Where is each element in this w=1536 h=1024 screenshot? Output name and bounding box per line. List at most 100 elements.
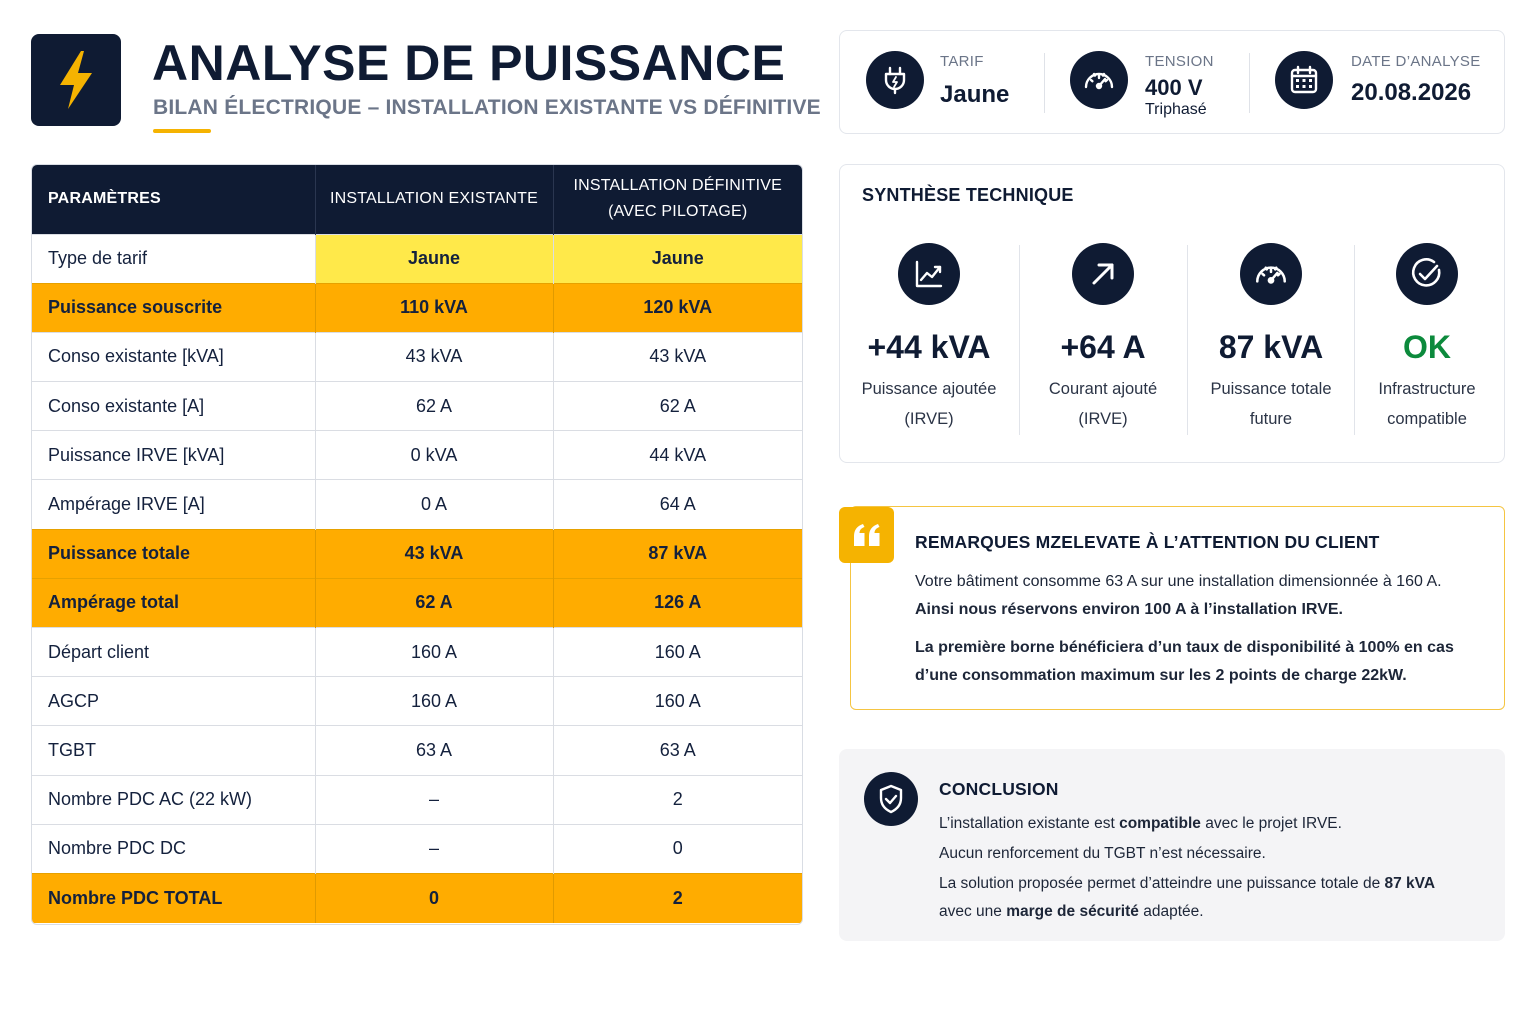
- existing-value-cell: –: [315, 823, 554, 874]
- final-value-cell: 43 kVA: [553, 331, 802, 382]
- table-row: Ampérage total 62 A 126 A: [32, 577, 802, 628]
- existing-value-cell: 62 A: [315, 381, 554, 431]
- remarks-line: d’une consommation maximum sur les 2 poi…: [915, 667, 1407, 684]
- divider: [1019, 245, 1020, 435]
- remarks-line: Ainsi nous réservons environ 100 A à l’i…: [915, 601, 1343, 618]
- param-cell: Nombre PDC AC (22 kW): [32, 774, 316, 825]
- table-row: Départ client 160 A 160 A: [32, 626, 802, 677]
- conclusion-emphasis: 87 kVA: [1384, 875, 1436, 892]
- final-value-cell: Jaune: [553, 233, 802, 284]
- col-header-definitive-line1: INSTALLATION DÉFINITIVE: [573, 177, 782, 195]
- metric-power-added: +44 kVA Puissance ajoutée (IRVE): [850, 243, 1008, 434]
- final-value-cell: 0: [553, 823, 802, 874]
- metric-label: Puissance totale future: [1192, 374, 1350, 434]
- existing-value-cell: 0 kVA: [315, 430, 554, 480]
- col-header-definitive: INSTALLATION DÉFINITIVE (AVEC PILOTAGE): [553, 165, 802, 234]
- metric-label-line1: Courant ajouté: [1048, 380, 1158, 398]
- param-cell: Conso existante [kVA]: [32, 331, 316, 382]
- conclusion-line-2: Aucun renforcement du TGBT n’est nécessa…: [939, 845, 1266, 862]
- conclusion-box: [839, 749, 1505, 941]
- date-value: 20.08.2026: [1351, 79, 1472, 106]
- gauge-icon: [1070, 51, 1128, 109]
- power-table: PARAMÈTRES INSTALLATION EXISTANTE INSTAL…: [31, 164, 803, 925]
- table-row: TGBT 63 A 63 A: [32, 725, 802, 776]
- metric-label-line1: Puissance totale: [1210, 380, 1332, 398]
- info-date: DATE D’ANALYSE 20.08.2026: [1250, 31, 1505, 135]
- col-header-parametres: PARAMÈTRES: [32, 165, 316, 234]
- tension-label: TENSION: [1145, 53, 1214, 70]
- divider: [1044, 53, 1045, 113]
- remarks-line: La première borne bénéficiera d’un taux …: [915, 639, 1454, 656]
- metric-label: Infrastructure compatible: [1352, 374, 1502, 434]
- check-circle-icon: [1396, 243, 1458, 305]
- gauge-icon: [1240, 243, 1302, 305]
- metric-label-line2: (IRVE): [904, 410, 954, 428]
- conclusion-line-1: L’installation existante est compatible …: [939, 815, 1342, 833]
- param-cell: Puissance IRVE [kVA]: [32, 430, 316, 480]
- existing-value-cell: 110 kVA: [315, 282, 554, 333]
- remarks-paragraph-1: Votre bâtiment consomme 63 A sur une ins…: [915, 568, 1442, 624]
- metric-value: +44 kVA: [867, 329, 991, 365]
- conclusion-emphasis: marge de sécurité: [1006, 903, 1139, 920]
- calendar-icon: [1275, 51, 1333, 109]
- page-title: ANALYSE DE PUISSANCE: [152, 35, 786, 91]
- metric-label-line2: future: [1249, 410, 1293, 428]
- table-row: Puissance IRVE [kVA] 0 kVA 44 kVA: [32, 430, 802, 480]
- remarks-box: [850, 506, 1505, 710]
- existing-value-cell: 43 kVA: [315, 331, 554, 382]
- conclusion-text: avec le projet IRVE.: [1200, 815, 1342, 832]
- title-underline: [153, 129, 211, 133]
- metric-label-line1: Puissance ajoutée: [861, 380, 997, 398]
- date-label: DATE D’ANALYSE: [1351, 53, 1481, 70]
- conclusion-text: adaptée.: [1138, 903, 1204, 920]
- final-value-cell: 126 A: [553, 577, 802, 628]
- remarks-paragraph-2: La première borne bénéficiera d’un taux …: [915, 634, 1454, 690]
- existing-value-cell: 43 kVA: [315, 528, 554, 579]
- conclusion-text: avec une: [939, 903, 1007, 920]
- table-row: Conso existante [A] 62 A 62 A: [32, 381, 802, 431]
- final-value-cell: 63 A: [553, 725, 802, 776]
- remarks-title: REMARQUES MZELEVATE À L’ATTENTION DU CLI…: [915, 532, 1380, 552]
- tension-value: 400 V: [1145, 75, 1203, 100]
- table-row: Nombre PDC AC (22 kW) –2: [32, 774, 802, 825]
- table-header-row: PARAMÈTRES INSTALLATION EXISTANTE INSTAL…: [32, 165, 802, 234]
- metric-label: Puissance ajoutée (IRVE): [850, 374, 1008, 434]
- final-value-cell: 87 kVA: [553, 528, 802, 579]
- param-cell: Ampérage total: [32, 577, 316, 628]
- conclusion-line-3: La solution proposée permet d’atteindre …: [939, 875, 1435, 893]
- conclusion-text: L’installation existante est: [939, 815, 1120, 832]
- divider: [1187, 245, 1188, 435]
- metric-label: Courant ajouté (IRVE): [1024, 374, 1182, 434]
- info-card: TARIF Jaune TENSION 400 V Triphasé: [839, 30, 1505, 134]
- existing-value-cell: 0: [315, 872, 554, 923]
- metric-value: 87 kVA: [1218, 329, 1324, 365]
- table-row: Puissance totale 43 kVA 87 kVA: [32, 528, 802, 579]
- final-value-cell: 2: [553, 774, 802, 825]
- metric-label-line2: compatible: [1387, 410, 1467, 428]
- param-cell: Puissance souscrite: [32, 282, 316, 333]
- final-value-cell: 64 A: [553, 479, 802, 530]
- info-tension: TENSION 400 V Triphasé: [1045, 31, 1250, 135]
- table-row: Nombre PDC DC –0: [32, 823, 802, 874]
- conclusion-line-4: avec une marge de sécurité adaptée.: [939, 903, 1204, 921]
- table-row: Puissance souscrite 110 kVA 120 kVA: [32, 282, 802, 333]
- final-value-cell: 160 A: [553, 626, 802, 677]
- info-tarif: TARIF Jaune: [840, 31, 1040, 135]
- final-value-cell: 2: [553, 872, 802, 923]
- col-header-existante: INSTALLATION EXISTANTE: [315, 165, 554, 234]
- param-cell: TGBT: [32, 725, 316, 776]
- trend-chart-icon: [898, 243, 960, 305]
- conclusion-title: CONCLUSION: [939, 779, 1059, 799]
- metric-value: +64 A: [1060, 329, 1146, 365]
- final-value-cell: 62 A: [553, 381, 802, 431]
- existing-value-cell: 62 A: [315, 577, 554, 628]
- plug-icon: [866, 51, 924, 109]
- metric-total-power: 87 kVA Puissance totale future: [1192, 243, 1350, 434]
- synthesis-title: SYNTHÈSE TECHNIQUE: [862, 185, 1074, 205]
- param-cell: Départ client: [32, 626, 316, 677]
- page-subtitle: BILAN ÉLECTRIQUE – INSTALLATION EXISTANT…: [153, 96, 821, 119]
- param-cell: Type de tarif: [32, 233, 316, 284]
- divider: [1249, 53, 1250, 113]
- param-cell: AGCP: [32, 676, 316, 726]
- metric-label-line2: (IRVE): [1078, 410, 1128, 428]
